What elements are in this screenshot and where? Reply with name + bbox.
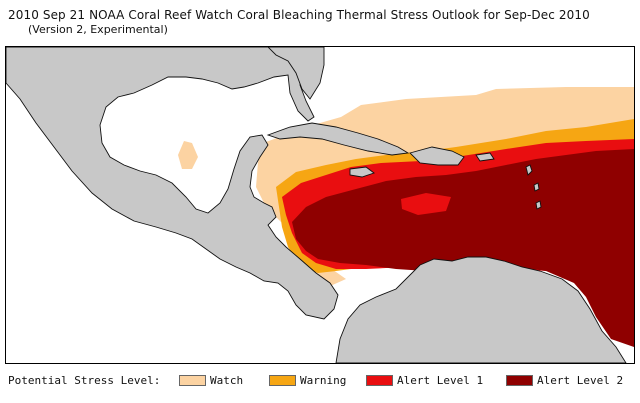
land-cuba — [266, 122, 410, 156]
stress-zones — [178, 87, 634, 347]
land-south-america — [335, 256, 627, 363]
legend-text-alert-level-1: Alert Level 1 — [397, 374, 484, 387]
land-jamaica — [349, 166, 375, 178]
swatch-alert-level-2 — [506, 375, 533, 386]
land-lesser-antilles — [525, 164, 542, 210]
swatch-warning — [269, 375, 296, 386]
land-florida — [267, 47, 325, 100]
zone-alert-2 — [292, 149, 634, 347]
swatch-alert-level-1 — [366, 375, 393, 386]
land-north-america — [6, 47, 339, 320]
zone-alert-1-inner-patch — [401, 193, 451, 215]
legend-text-warning: Warning — [300, 374, 347, 387]
land-puerto-rico — [475, 152, 495, 162]
legend-text-watch: Watch — [210, 374, 244, 387]
zone-watch-yucatan-channel — [178, 141, 198, 169]
legend: Potential Stress Level: Watch Warning Al… — [8, 373, 636, 389]
map-subtitle: (Version 2, Experimental) — [28, 23, 168, 36]
land-hispaniola — [409, 146, 465, 166]
land-masses — [6, 47, 627, 363]
legend-label: Potential Stress Level: — [8, 374, 161, 387]
outlook-map — [5, 46, 635, 364]
swatch-watch — [179, 375, 206, 386]
map-canvas — [6, 47, 634, 363]
map-title: 2010 Sep 21 NOAA Coral Reef Watch Coral … — [8, 8, 590, 22]
legend-text-alert-level-2: Alert Level 2 — [537, 374, 624, 387]
